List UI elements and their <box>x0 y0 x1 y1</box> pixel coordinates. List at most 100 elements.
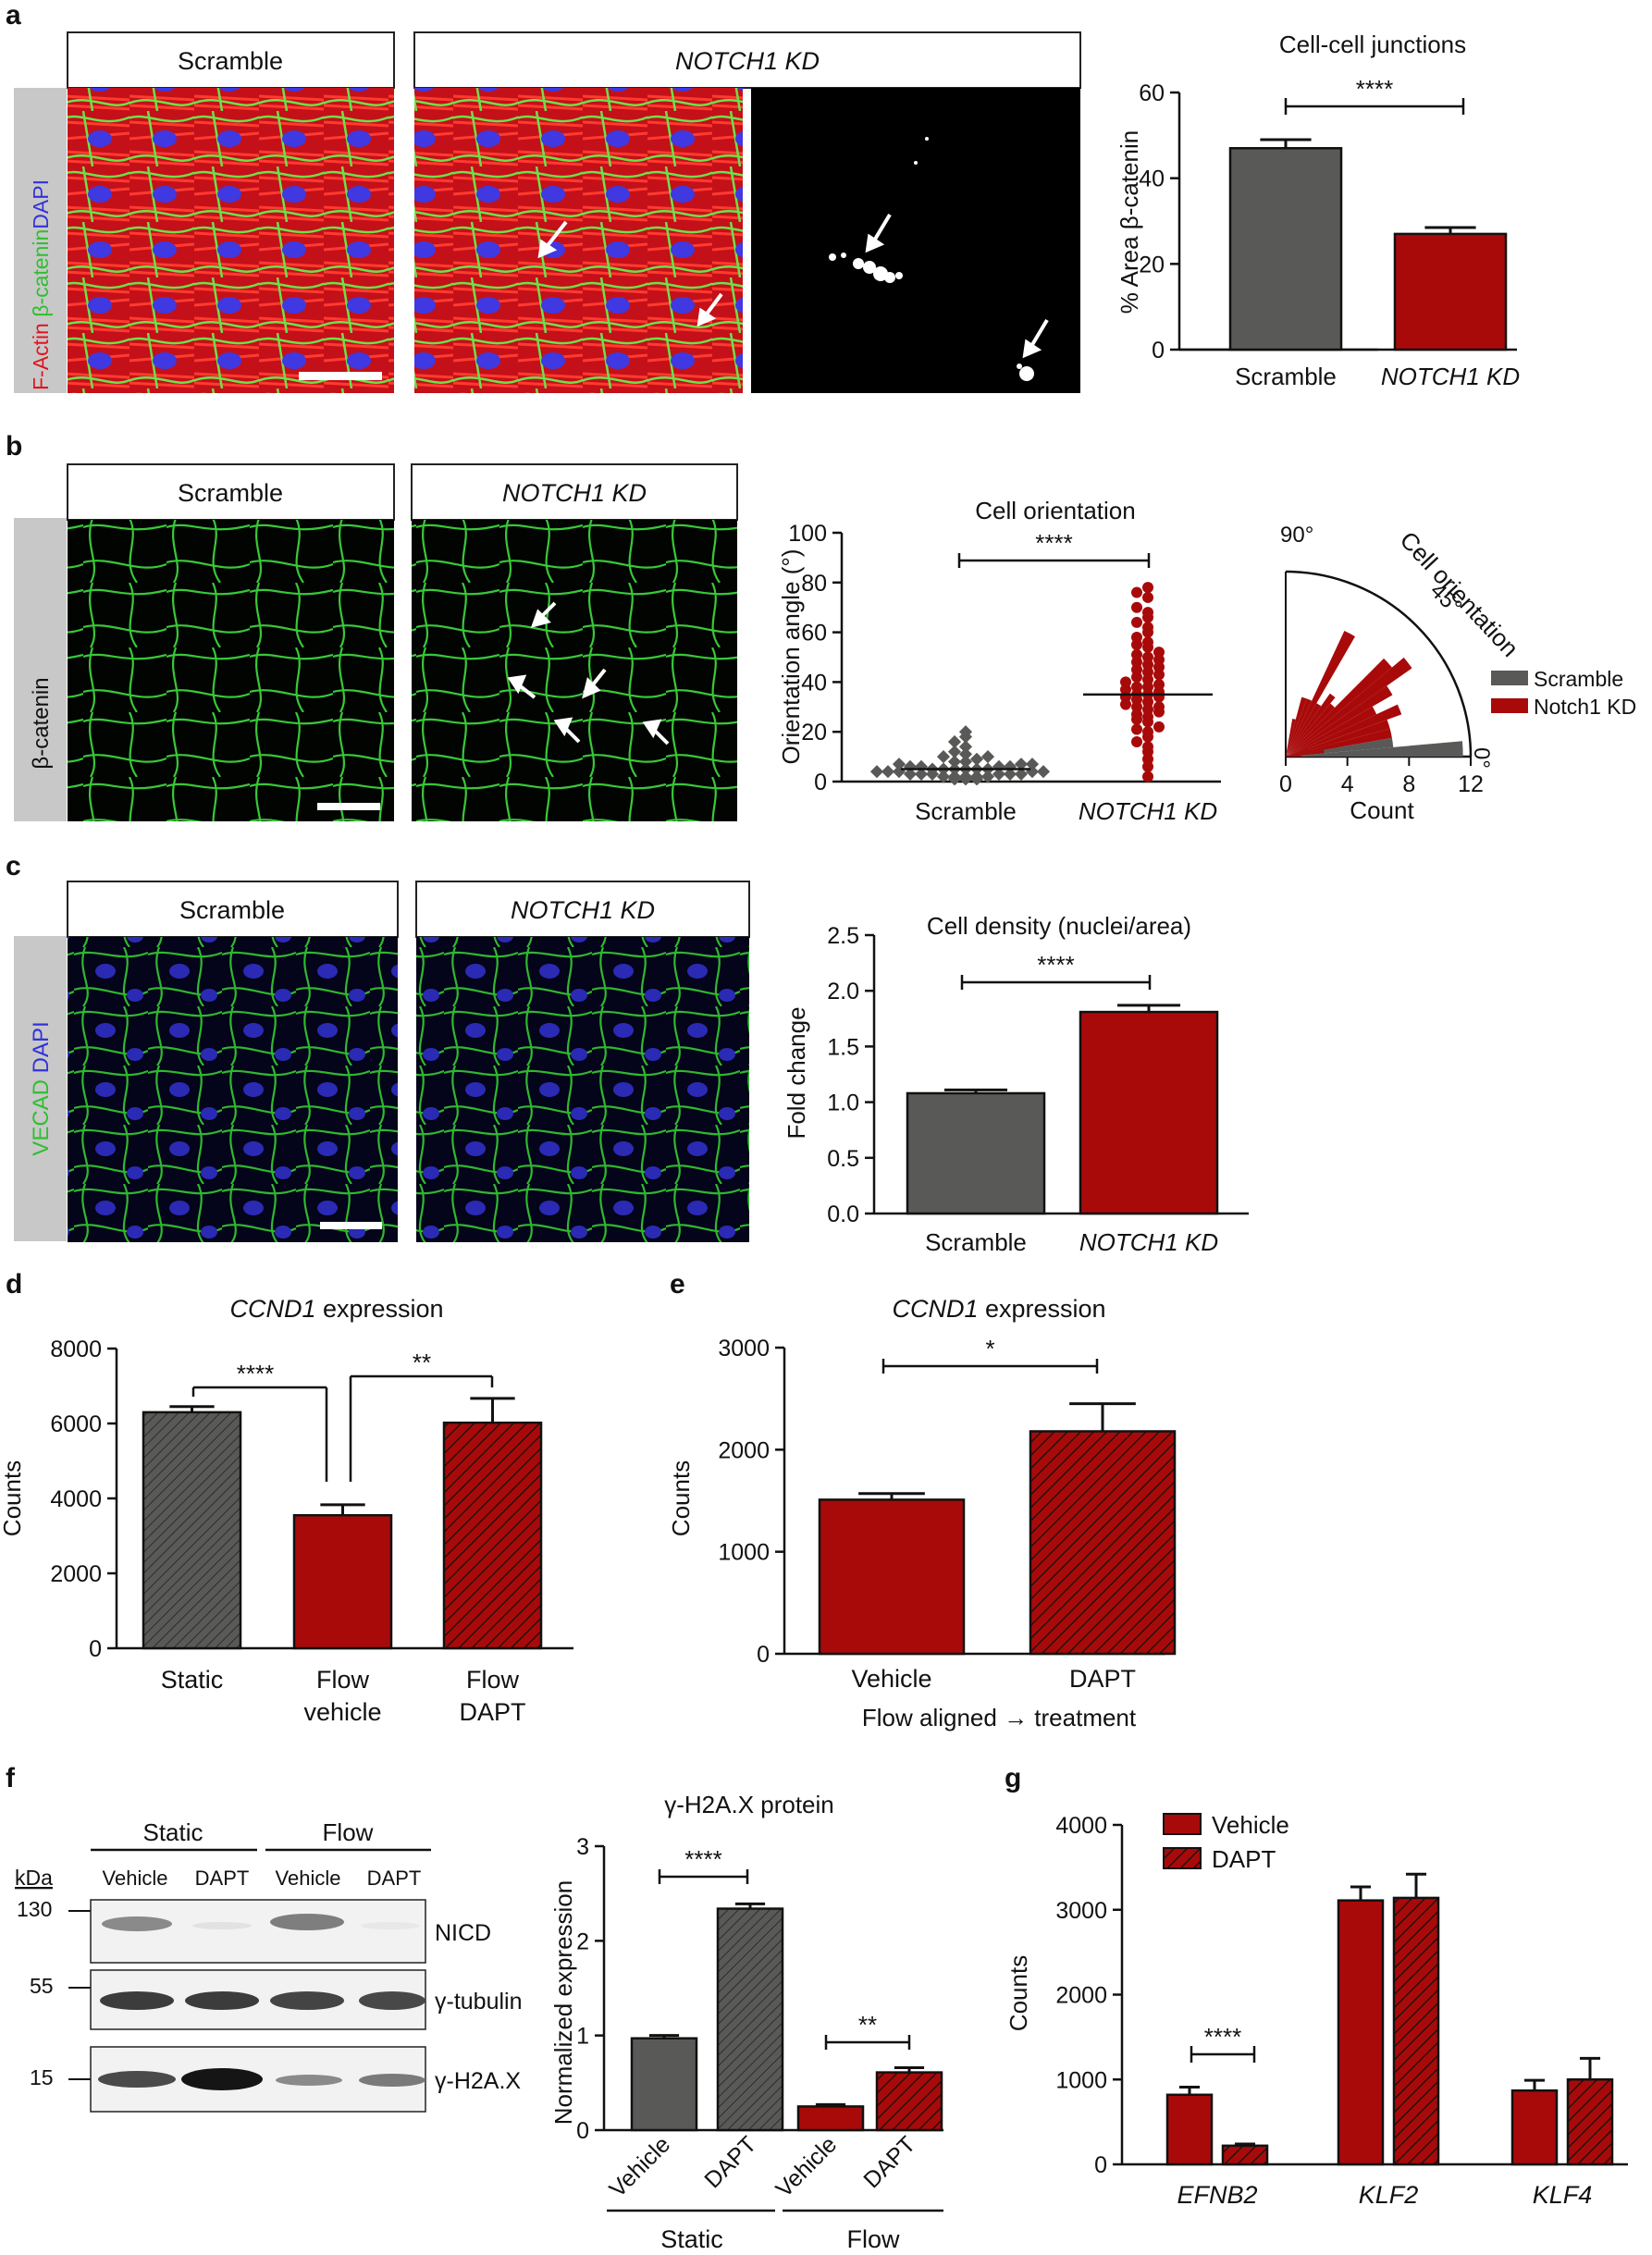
b-point-scramble-4 <box>947 770 962 783</box>
blot-group-flow: Flow <box>323 1818 374 1846</box>
b-point-scramble-13 <box>1014 767 1029 782</box>
arrows-b <box>507 601 670 746</box>
micrograph-scramble-c <box>68 937 398 1242</box>
e-xtick-label-1: DAPT <box>1069 1665 1136 1693</box>
arrows-a <box>537 213 1049 359</box>
header-notch-c: NOTCH1 KD <box>511 896 655 924</box>
header-scramble-b: Scramble <box>178 479 283 507</box>
legend-label-vehicle-g: Vehicle <box>1212 1811 1289 1839</box>
polar-wedge-1-1 <box>1286 749 1325 757</box>
ylabel-g: Counts <box>1005 1955 1032 2031</box>
western-blot-f: Static Flow Vehicle DAPT Vehicle DAPT kD… <box>15 1818 523 2113</box>
polar-xtick-label-3: 12 <box>1458 771 1484 797</box>
b-point-notch-29 <box>1153 679 1165 691</box>
c-ytick-label-5: 2.5 <box>827 923 859 949</box>
b-point-scramble-17 <box>1036 765 1051 779</box>
g-ytick-label-0: 0 <box>1094 2152 1107 2178</box>
b-point-scramble-37 <box>958 747 973 761</box>
b-point-notch-9 <box>1153 721 1165 733</box>
g-ytick-label-2: 2000 <box>1055 1983 1107 2009</box>
c-ytick-label-1: 0.5 <box>827 1146 859 1172</box>
header-notch-a: NOTCH1 KD <box>675 47 820 75</box>
chart-density: Cell density (nuclei/area) Fold change 0… <box>783 912 1249 1256</box>
a-bar-0 <box>1228 146 1343 351</box>
d-bar-0 <box>142 1411 242 1650</box>
c-ytick-label-0: 0.0 <box>827 1201 859 1227</box>
polar-xtick-label-0: 0 <box>1279 771 1292 797</box>
b-point-scramble-40 <box>947 734 962 749</box>
legend-swatch-notch-b <box>1491 698 1528 713</box>
b-point-notch-49 <box>1131 616 1142 628</box>
d-xtick-label-1-0: Flow <box>316 1666 370 1694</box>
ylabel-d: Counts <box>0 1460 26 1536</box>
b-point-scramble-6 <box>936 770 951 783</box>
chart-genes: Counts Vehicle DAPT 0 1000 2000 3000 4000 EFN… <box>1005 1811 1628 2209</box>
chart-title-f: γ-H2A.X protein <box>664 1791 834 1818</box>
c-ytick-label-4: 2.0 <box>827 979 859 1004</box>
b-point-notch-17 <box>1153 701 1165 713</box>
g-bar-2-0 <box>1510 2089 1559 2166</box>
c-ytick-label-3: 1.5 <box>827 1034 859 1060</box>
a-ytick-label-2: 40 <box>1139 166 1165 192</box>
b-point-notch-54 <box>1131 586 1142 598</box>
stain-f-actin: F-Actin <box>29 317 53 390</box>
blot-lane-4: DAPT <box>367 1867 422 1890</box>
polar-0-label: 0° <box>1469 747 1494 769</box>
f-xtick-label-3: DAPT <box>858 2131 920 2193</box>
polar-xlabel: Count <box>1350 796 1414 824</box>
legend-label-scramble-b: Scramble <box>1534 667 1623 691</box>
b-point-scramble-35 <box>936 750 951 764</box>
header-box-scramble-c <box>67 881 399 938</box>
b-point-scramble-33 <box>947 755 962 769</box>
b-point-notch-4 <box>1142 741 1153 753</box>
polar-wedge-1-7 <box>1286 657 1412 757</box>
b-point-scramble-3 <box>958 770 973 783</box>
micrograph-notch-b <box>412 520 737 821</box>
d-xtick-label-1-1: vehicle <box>303 1698 381 1726</box>
stain-dapi: DAPI <box>29 179 53 229</box>
g-bar-0-1 <box>1221 2144 1269 2166</box>
panel-a-microscopy: F-Actin β-cateninDAPI Scramble NOTCH1 KD <box>14 31 1081 393</box>
c-xtick-label-0: Scramble <box>925 1228 1027 1256</box>
b-point-notch-55 <box>1142 582 1153 594</box>
b-point-scramble-28 <box>903 759 918 773</box>
panel-c-microscopy: VECAD DAPI Scramble NOTCH1 KD <box>14 881 750 1242</box>
polar-wedge-1-3 <box>1286 720 1390 757</box>
polar-wedge-1-13 <box>1286 698 1313 757</box>
polar-90-label: 90° <box>1280 523 1313 548</box>
scale-bar-c <box>320 1222 382 1229</box>
blot-nicd <box>90 1899 426 1964</box>
polar-wedge-1-9 <box>1286 703 1336 757</box>
b-point-notch-41 <box>1131 648 1142 660</box>
mask-blobs <box>829 137 1034 381</box>
legend-label-notch-b: Notch1 KD <box>1534 695 1636 719</box>
f-sig2-label: ** <box>858 2011 877 2039</box>
chart-polar-orientation: Cell orientation 90° 45° 0° Count Scramb… <box>1279 523 1636 824</box>
legend-swatch-scramble-b <box>1491 671 1528 685</box>
c-sig-label: **** <box>1037 951 1074 979</box>
ylabel-f: Normalized expression <box>549 1880 577 2125</box>
f-sig1-label: **** <box>684 1845 721 1873</box>
f-bar-1 <box>716 1907 784 2132</box>
stain-dapi-c: DAPI <box>29 1021 54 1073</box>
polar-wedge-1-2 <box>1286 728 1392 757</box>
title-d-italic: CCND1 <box>229 1295 315 1323</box>
f-ytick-label-1: 1 <box>576 2024 589 2050</box>
b-point-scramble-12 <box>903 767 918 782</box>
b-point-scramble-9 <box>992 767 1006 782</box>
b-point-scramble-10 <box>914 767 929 782</box>
blot-lane-2: DAPT <box>195 1867 250 1890</box>
header-box-notch-b <box>411 463 738 521</box>
f-xtick-label-1: DAPT <box>699 2131 761 2193</box>
blot-marker-55: 55 <box>30 1974 54 1998</box>
stain-label-bar-a <box>14 88 67 393</box>
polar-wedge-0-0 <box>1286 741 1463 757</box>
panel-letter-a: a <box>6 0 21 31</box>
c-bar-1 <box>1079 1010 1219 1215</box>
a-bar-1 <box>1393 232 1508 351</box>
header-box-notch-a <box>413 31 1081 89</box>
b-ytick-label-4: 80 <box>801 571 827 597</box>
micrograph-notch-c <box>416 937 749 1242</box>
c-ytick-label-2: 1.0 <box>827 1091 859 1116</box>
g-xtick-label-2: KLF4 <box>1533 2181 1593 2209</box>
